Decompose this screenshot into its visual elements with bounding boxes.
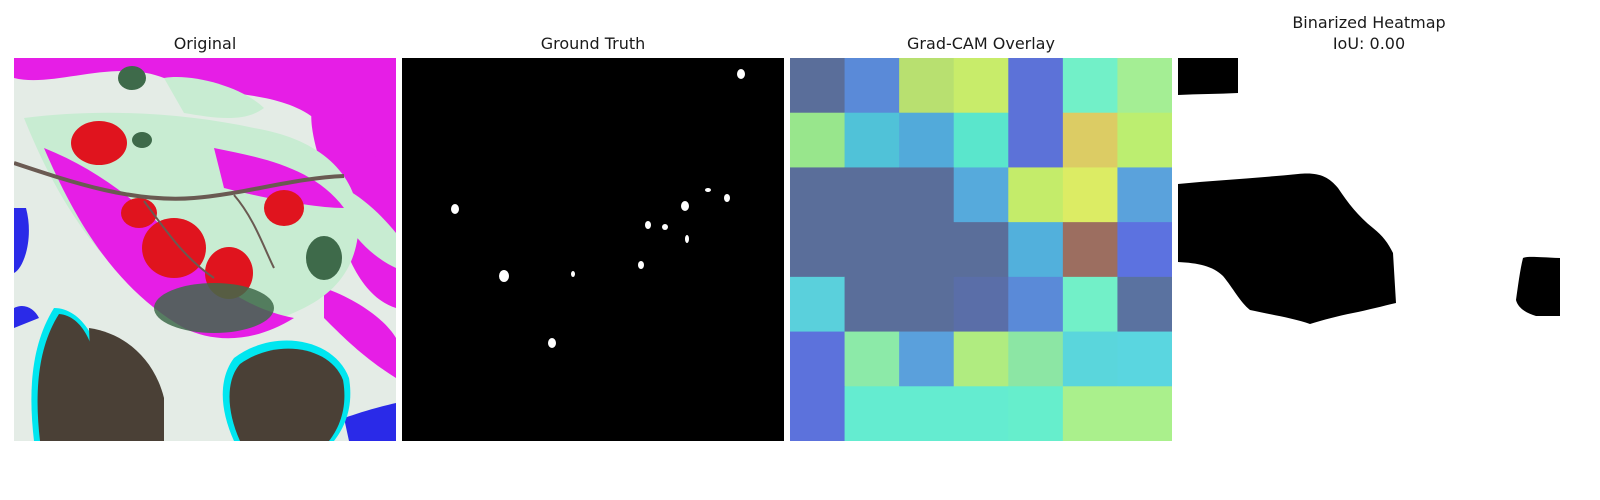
gradcam-cell [899,222,955,278]
gradcam-cell [1062,112,1118,168]
original-leaf-image [14,58,396,441]
gradcam-cell [844,386,900,441]
panel-title-ground-truth: Ground Truth [402,33,784,54]
gradcam-cell [1117,331,1172,387]
panel-title-original: Original [14,33,396,54]
gradcam-cell [790,222,846,278]
gradcam-cell [1008,167,1064,223]
gradcam-cell [953,331,1009,387]
gradcam-cell [1008,222,1064,278]
panel-title-gradcam-overlay: Grad-CAM Overlay [790,33,1172,54]
gradcam-cell [1062,222,1118,278]
gradcam-overlay-panel [790,58,1172,441]
gradcam-cell [1008,276,1064,333]
gradcam-cell [844,276,900,333]
gradcam-cell [1008,386,1064,441]
gradcam-cell [844,112,900,168]
gradcam-cell [953,167,1009,223]
title-line: Ground Truth [540,34,646,53]
gradcam-cell [1117,386,1172,441]
gradcam-cell [899,386,955,441]
gradcam-cell [899,112,955,168]
gradcam-cell [790,167,846,223]
gradcam-cell [1062,167,1118,223]
gradcam-cell [953,222,1009,278]
gradcam-cell [953,58,1009,114]
gradcam-cell [899,167,955,223]
panel-title-binarized-heatmap: Binarized Heatmap IoU: 0.00 [1178,12,1560,54]
original-image-panel [14,58,396,441]
ground-truth-mask [402,58,784,441]
gradcam-cell [790,386,846,441]
gradcam-cell [1008,331,1064,387]
gradcam-cell [953,386,1009,441]
gradcam-cell [899,331,955,387]
gradcam-cell [1008,58,1064,114]
gradcam-cell [844,222,900,278]
gradcam-cell [899,58,955,114]
gradcam-cell [953,112,1009,168]
gradcam-cell [1117,112,1172,168]
gradcam-cell [953,276,1009,333]
gradcam-cell [844,58,900,114]
gradcam-cell [1008,112,1064,168]
gradcam-cell [844,167,900,223]
gradcam-cell [1117,276,1172,333]
gradcam-cell [790,112,846,168]
title-line: Original [173,34,237,53]
gradcam-cell [1117,222,1172,278]
gradcam-cell [899,276,955,333]
gradcam-cell [1062,331,1118,387]
gradcam-cell [790,331,846,387]
binarized-heatmap-mask [1178,58,1560,441]
gradcam-cell [1062,58,1118,114]
gradcam-cell [844,331,900,387]
gradcam-cell [1062,386,1118,441]
ground-truth-panel [402,58,784,441]
gradcam-heatmap-grid [790,58,1172,441]
gradcam-cell [1117,167,1172,223]
binarized-heatmap-panel [1178,58,1560,441]
gradcam-cell [1062,276,1118,333]
title-line: Grad-CAM Overlay [907,34,1055,53]
gradcam-cell [790,58,846,114]
title-line: Binarized Heatmap [1292,13,1446,32]
iou-value: IoU: 0.00 [1332,34,1406,53]
gradcam-cell [790,276,846,333]
gradcam-cell [1117,58,1172,114]
